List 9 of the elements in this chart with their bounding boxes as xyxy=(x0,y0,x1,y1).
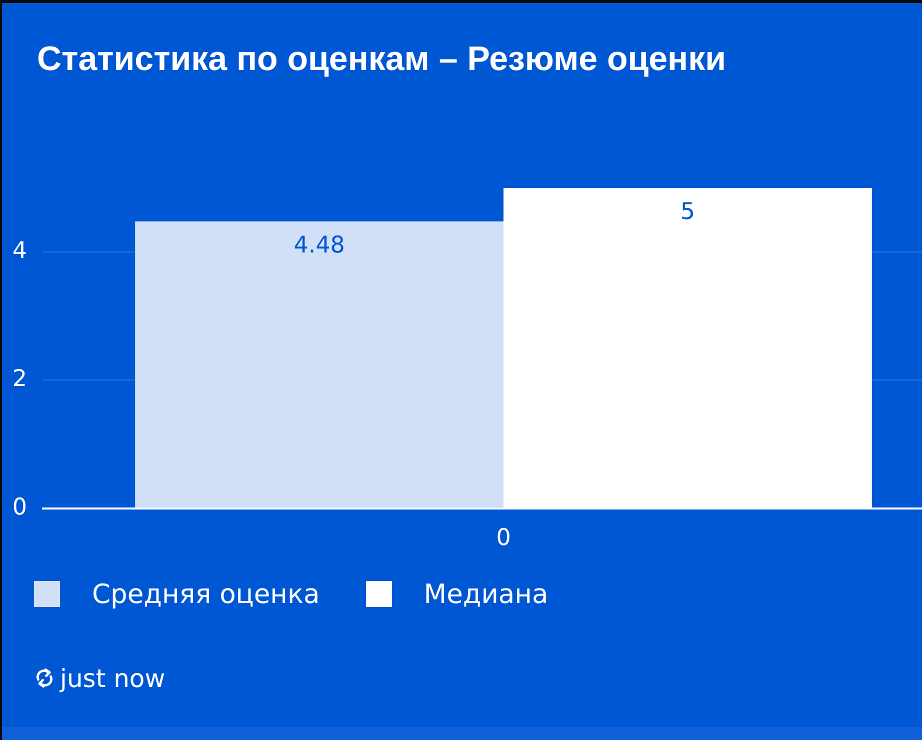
y-tick-label: 4 xyxy=(12,238,27,264)
legend-label: Средняя оценка xyxy=(92,578,320,610)
legend-label: Медиана xyxy=(424,578,548,610)
data-label: 4.48 xyxy=(294,232,345,258)
y-tick-label: 0 xyxy=(12,494,27,520)
chart-title: Статистика по оценкам – Резюме оценки xyxy=(36,40,728,80)
text: just now xyxy=(60,664,166,692)
data-label: 5 xyxy=(680,198,696,225)
y-tick-label: 2 xyxy=(12,366,27,392)
